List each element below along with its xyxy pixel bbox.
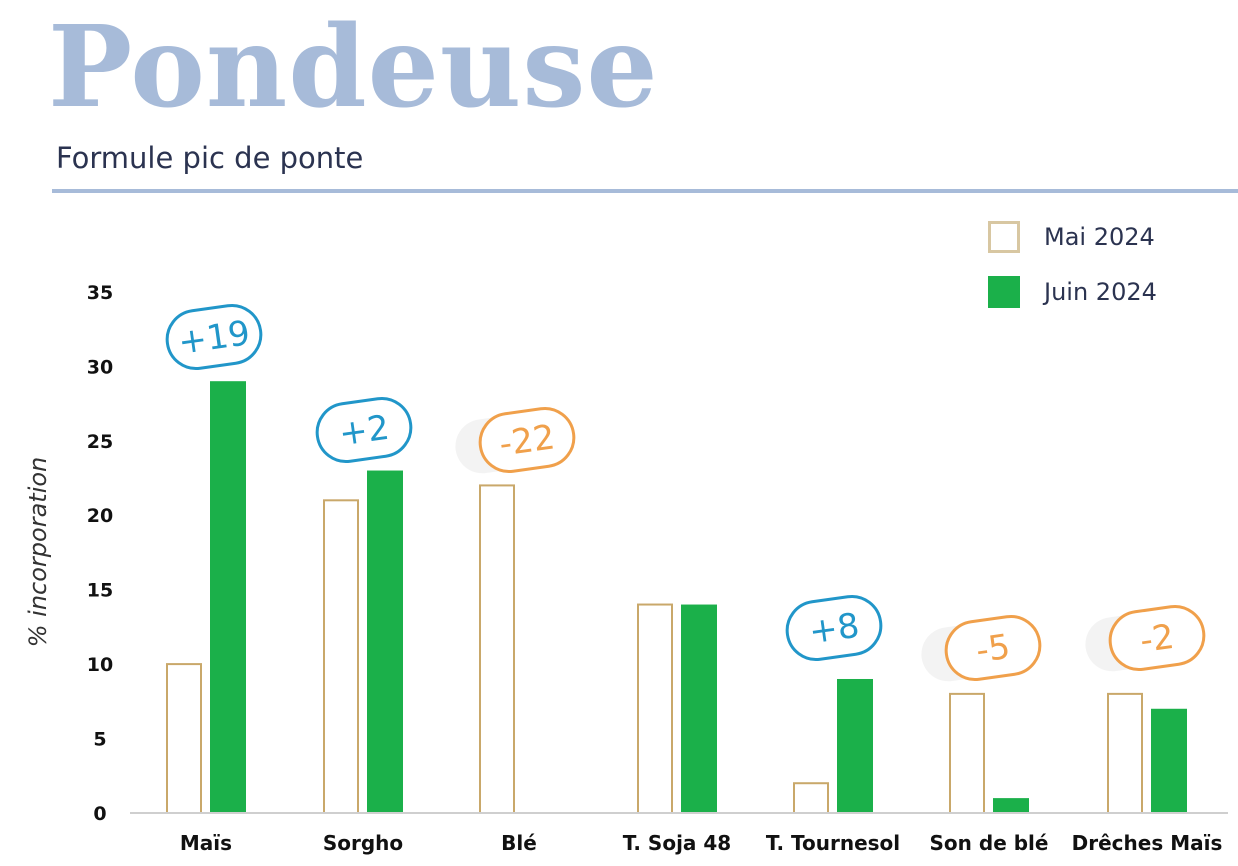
badge-text: +2 bbox=[337, 408, 392, 455]
y-tick-label: 25 bbox=[87, 431, 113, 453]
badge-pill bbox=[785, 594, 883, 662]
y-tick-label: 20 bbox=[87, 505, 113, 527]
bar-mai-2024 bbox=[949, 692, 985, 815]
category-label: Maïs bbox=[180, 831, 232, 855]
bar-mai-2024 bbox=[479, 484, 515, 814]
bar-juin-2024 bbox=[1151, 708, 1187, 813]
badge-pill bbox=[944, 614, 1042, 682]
category-label: Blé bbox=[501, 831, 537, 855]
legend-label-mai: Mai 2024 bbox=[1044, 223, 1155, 251]
badge-text: -22 bbox=[497, 417, 558, 464]
badge-pill bbox=[315, 396, 413, 464]
y-tick-label: 10 bbox=[87, 654, 113, 676]
bar-juin-2024 bbox=[367, 470, 403, 813]
badge-text: -5 bbox=[974, 627, 1013, 671]
decrease-badge: -22 bbox=[455, 406, 576, 474]
y-tick-label: 0 bbox=[93, 803, 106, 825]
badge-pill bbox=[165, 303, 263, 371]
increase-badge: +8 bbox=[785, 594, 883, 662]
category-label: Son de blé bbox=[930, 831, 1049, 855]
bar-juin-2024 bbox=[681, 604, 717, 813]
y-tick-label: 35 bbox=[87, 282, 113, 304]
decrease-badge: -5 bbox=[921, 614, 1042, 682]
y-axis-ticks: 0 5 10 15 20 25 30 35 bbox=[87, 282, 113, 825]
y-tick-label: 15 bbox=[87, 580, 113, 602]
decrease-badge: -2 bbox=[1085, 604, 1206, 672]
legend-swatch-juin bbox=[988, 276, 1020, 308]
legend: Mai 2024 Juin 2024 bbox=[988, 218, 1157, 328]
badge-text: +8 bbox=[807, 606, 862, 653]
chart-subtitle: Formule pic de ponte bbox=[56, 141, 364, 175]
bar-juin-2024 bbox=[837, 678, 873, 813]
legend-item-juin: Juin 2024 bbox=[988, 273, 1157, 311]
legend-label-juin: Juin 2024 bbox=[1044, 278, 1157, 306]
bar-juin-2024 bbox=[210, 381, 246, 813]
change-badges: +19 +2 -22 +8 -5 -2 bbox=[165, 303, 1206, 682]
title-divider bbox=[52, 189, 1238, 193]
increase-badge: +2 bbox=[315, 396, 413, 464]
y-tick-label: 5 bbox=[93, 729, 106, 751]
legend-item-mai: Mai 2024 bbox=[988, 218, 1157, 256]
chart-title: Pondeuse bbox=[48, 2, 659, 133]
badge-text: +19 bbox=[176, 313, 253, 363]
bar-mai-2024 bbox=[323, 499, 359, 814]
bar-mai-2024 bbox=[1107, 692, 1143, 815]
bar-mai-2024 bbox=[793, 782, 829, 814]
category-label: T. Soja 48 bbox=[623, 831, 731, 855]
badge-pill bbox=[478, 406, 576, 474]
category-label: T. Tournesol bbox=[766, 831, 900, 855]
badge-pill bbox=[1108, 604, 1206, 672]
y-tick-label: 30 bbox=[87, 356, 113, 378]
category-label: Sorgho bbox=[323, 831, 403, 855]
bars bbox=[166, 381, 1187, 815]
legend-swatch-mai bbox=[988, 221, 1020, 253]
bar-juin-2024 bbox=[993, 798, 1029, 813]
bar-mai-2024 bbox=[637, 603, 673, 814]
increase-badge: +19 bbox=[165, 303, 263, 371]
x-axis-labels: Maïs Sorgho Blé T. Soja 48 T. Tournesol Son d… bbox=[180, 831, 1222, 855]
badge-text: -2 bbox=[1138, 617, 1177, 661]
category-label: Drêches Maïs bbox=[1072, 831, 1223, 855]
bar-mai-2024 bbox=[166, 663, 202, 814]
y-axis-label: % incorporation bbox=[24, 457, 52, 648]
